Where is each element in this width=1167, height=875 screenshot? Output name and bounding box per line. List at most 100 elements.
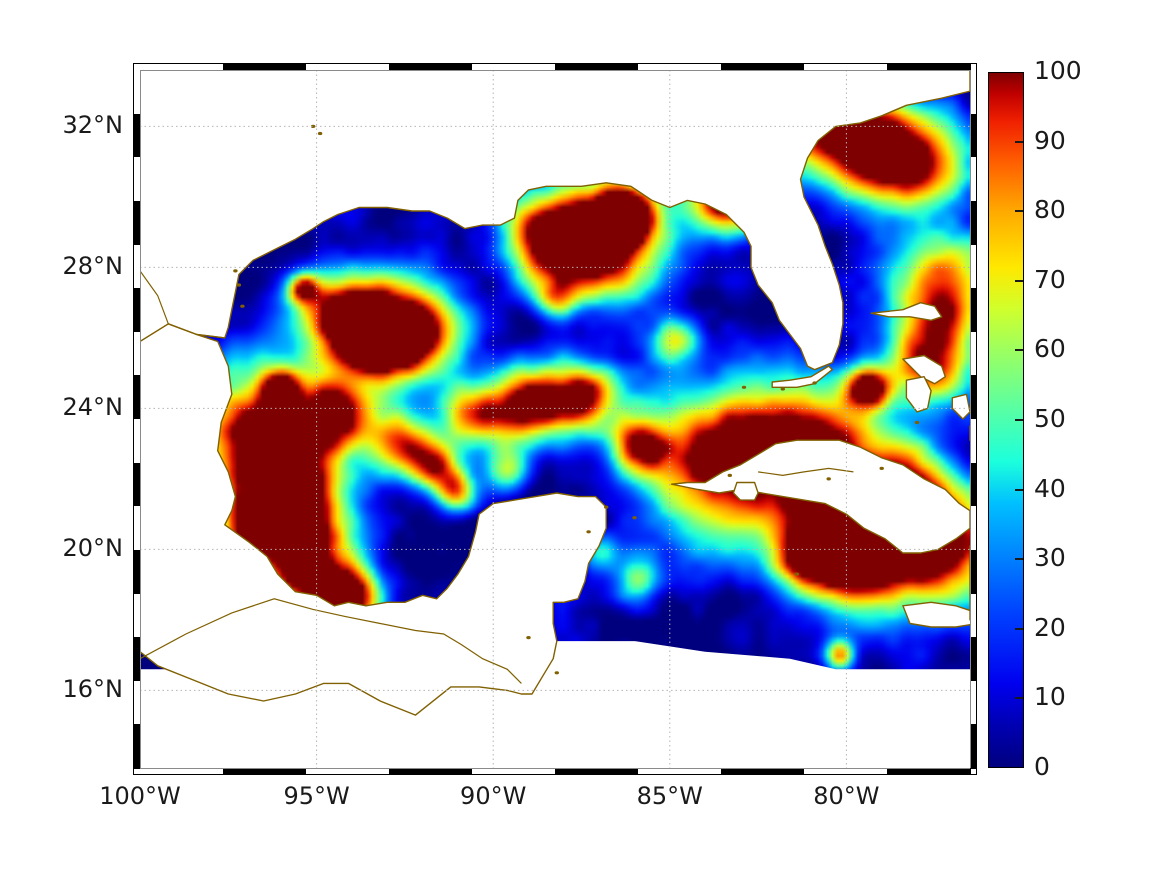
- colorbar-tick-label: 100: [1034, 56, 1082, 85]
- frame-tick-left: [133, 419, 140, 464]
- colorbar-tick-label: 0: [1034, 752, 1050, 781]
- colorbar-tick-label: 40: [1034, 473, 1066, 503]
- frame-tick-top: [140, 63, 224, 70]
- colorbar-tick-label: 20: [1034, 612, 1066, 642]
- island-marker: [812, 381, 817, 385]
- colorbar-tick: [1015, 697, 1023, 700]
- landmass-bahama3: [951, 393, 970, 420]
- frame-tick-right: [970, 549, 977, 594]
- frame-tick-right: [970, 593, 977, 638]
- colorbar-tick: [1015, 210, 1023, 213]
- island-marker: [780, 387, 785, 391]
- frame-tick-right: [970, 462, 977, 507]
- island-marker: [741, 385, 747, 389]
- island-marker: [554, 671, 559, 675]
- island-marker: [310, 124, 316, 128]
- frame-tick-right: [970, 200, 977, 245]
- frame-tick-top: [638, 63, 722, 70]
- y-tick-label: 24°N: [62, 393, 124, 422]
- frame-tick-left: [133, 637, 140, 682]
- colorbar-tick-label: 70: [1034, 264, 1066, 294]
- island-marker: [727, 473, 732, 477]
- frame-tick-left: [133, 331, 140, 376]
- frame-tick-right: [970, 244, 977, 289]
- landmass-bahama1: [870, 301, 943, 322]
- island-marker: [317, 131, 323, 136]
- frame-tick-top: [389, 63, 473, 70]
- island-marker: [879, 466, 884, 470]
- frame-tick-top: [306, 63, 390, 70]
- frame-tick-bottom: [389, 768, 473, 775]
- no-data-mask: [140, 609, 970, 768]
- island-marker: [240, 304, 245, 308]
- landmass-keys: [771, 365, 833, 388]
- colorbar-tick-label: 60: [1034, 334, 1066, 364]
- frame-tick-bottom: [140, 768, 224, 775]
- colorbar-tick: [1015, 627, 1023, 630]
- frame-tick-right: [970, 157, 977, 202]
- frame-tick-left: [133, 680, 140, 725]
- frame-tick-left: [133, 200, 140, 245]
- inland-boundary: [140, 598, 522, 684]
- x-tick-label: 90°W: [460, 782, 527, 810]
- map-canvas: [140, 70, 970, 768]
- y-tick-label: 28°N: [62, 252, 124, 281]
- frame-tick-top: [804, 63, 888, 70]
- island-marker: [236, 283, 242, 287]
- island-marker: [233, 269, 238, 273]
- landmass-namerica: [140, 70, 607, 716]
- frame-tick-left: [133, 244, 140, 289]
- frame-tick-right: [970, 680, 977, 725]
- frame-tick-left: [133, 70, 140, 115]
- frame-tick-right: [970, 419, 977, 464]
- frame-tick-right: [970, 331, 977, 376]
- frame-tick-right: [970, 70, 977, 115]
- colorbar-tick: [1015, 140, 1023, 143]
- frame-tick-left: [133, 288, 140, 333]
- colorbar-tick-label: 10: [1034, 682, 1066, 712]
- island-marker: [632, 516, 637, 520]
- landmass-isledejuventud: [732, 481, 759, 501]
- island-marker: [604, 505, 609, 509]
- colorbar-tick: [1015, 349, 1023, 352]
- frame-tick-right: [970, 724, 977, 769]
- colorbar-tick-label: 30: [1034, 543, 1066, 573]
- frame-tick-right: [970, 375, 977, 420]
- frame-tick-bottom: [472, 768, 556, 775]
- y-tick-label: 32°N: [62, 111, 124, 140]
- inland-boundary: [140, 270, 225, 339]
- frame-tick-right: [970, 113, 977, 158]
- island-marker: [526, 636, 531, 640]
- colorbar-tick: [1015, 558, 1023, 561]
- island-marker: [826, 477, 831, 481]
- landmass-jamaica: [902, 601, 970, 628]
- colorbar-tick-label: 50: [1034, 404, 1066, 433]
- axes-spine-right: [970, 70, 971, 768]
- x-tick-label: 80°W: [813, 782, 880, 810]
- colorbar-tick: [1015, 279, 1023, 282]
- frame-tick-left: [133, 593, 140, 638]
- frame-tick-top: [555, 63, 639, 70]
- map-axes: [140, 70, 970, 768]
- frame-tick-bottom: [555, 768, 639, 775]
- axes-spine-bottom: [140, 768, 970, 769]
- frame-tick-top: [887, 63, 971, 70]
- x-tick-label: 85°W: [636, 782, 703, 810]
- frame-tick-top: [721, 63, 805, 70]
- frame-tick-top: [472, 63, 556, 70]
- inland-boundary: [758, 467, 854, 477]
- y-tick-label: 20°N: [62, 534, 124, 563]
- frame-tick-bottom: [638, 768, 722, 775]
- y-tick-label: 16°N: [62, 675, 124, 704]
- frame-tick-bottom: [887, 768, 971, 775]
- frame-tick-left: [133, 113, 140, 158]
- landmass-bahama2: [902, 354, 946, 385]
- frame-tick-bottom: [721, 768, 805, 775]
- frame-tick-left: [133, 462, 140, 507]
- frame-tick-right: [970, 637, 977, 682]
- colorbar-tick-label: 90: [1034, 125, 1066, 155]
- frame-tick-left: [133, 506, 140, 551]
- landmass-usagulf: [140, 70, 970, 371]
- colorbar-tick-label: 80: [1034, 195, 1066, 225]
